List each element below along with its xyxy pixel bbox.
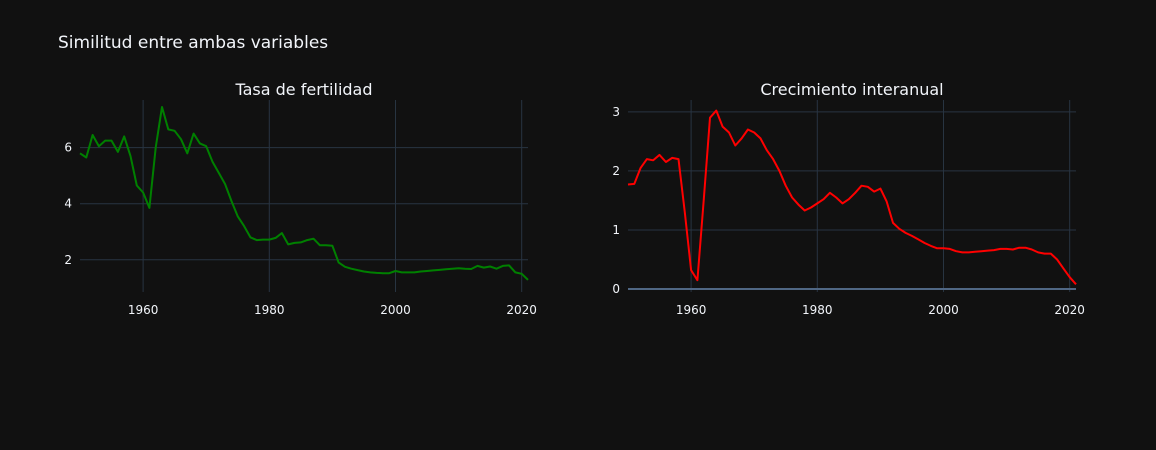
fertility-xtick-label: 2020 xyxy=(506,303,537,317)
fertility-xtick-label: 1980 xyxy=(254,303,285,317)
fertility-ytick-label: 6 xyxy=(64,141,72,155)
fertility-series-line xyxy=(79,106,529,281)
subplot-title-growth: Crecimiento interanual xyxy=(760,80,943,99)
growth-series-line xyxy=(627,109,1077,285)
fertility-xtick-label: 2000 xyxy=(380,303,411,317)
growth-ytick-label: 0 xyxy=(612,282,620,296)
growth-xtick-label: 2000 xyxy=(928,303,959,317)
growth-xtick-label: 1960 xyxy=(676,303,707,317)
growth-xtick-label: 1980 xyxy=(802,303,833,317)
fertility-xtick-label: 1960 xyxy=(128,303,159,317)
growth-ytick-label: 3 xyxy=(612,105,620,119)
figure-title: Similitud entre ambas variables xyxy=(58,33,329,53)
fertility-ytick-label: 4 xyxy=(64,197,72,211)
subplot-title-fertility: Tasa de fertilidad xyxy=(234,80,372,99)
growth-ytick-label: 2 xyxy=(612,164,620,178)
fertility-ytick-label: 2 xyxy=(64,253,72,267)
growth-ytick-label: 1 xyxy=(612,223,620,237)
growth-xtick-label: 2020 xyxy=(1054,303,1085,317)
